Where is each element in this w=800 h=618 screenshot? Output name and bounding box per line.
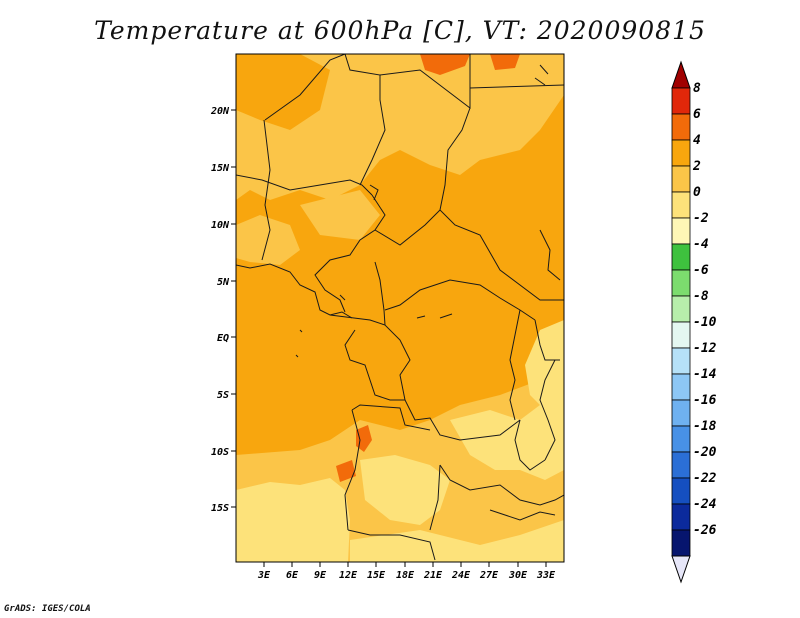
lon-label-15e: 15E [367, 570, 386, 581]
field-0to2-sahel [300, 190, 380, 240]
map-frame [235, 53, 565, 563]
field-4to6-north [420, 54, 470, 75]
colorbar-segment [671, 451, 691, 479]
colorbar-bottom-arrow [671, 555, 691, 584]
colorbar-segment [671, 529, 691, 557]
colorbar-label: -26 [693, 523, 717, 538]
lon-label-12e: 12E [339, 570, 358, 581]
lon-axis [263, 562, 547, 567]
colorbar-segment [671, 165, 691, 193]
colorbar-segment [671, 113, 691, 141]
colorbar-label: -12 [693, 341, 717, 356]
lat-label-5s: 5S [217, 390, 229, 401]
colorbar-label: -4 [693, 237, 709, 252]
lon-label-6e: 6E [286, 570, 299, 581]
colorbar-label: -18 [693, 419, 717, 434]
colorbar-segment [671, 425, 691, 453]
lon-label-27e: 27E [479, 570, 499, 581]
lat-label-15s: 15S [211, 503, 229, 514]
field-4to6-angola-coast [336, 460, 356, 482]
map-title: Temperature at 600hPa [C], VT: 202009081… [94, 16, 706, 45]
lat-label-eq: EQ [217, 333, 229, 344]
colorbar-segment [671, 295, 691, 323]
lon-label-3e: 3E [257, 570, 271, 581]
colorbar-label: -10 [693, 315, 717, 330]
lon-label-18e: 18E [396, 570, 415, 581]
colorbar-top-arrow [671, 60, 691, 89]
lat-label-20n: 20N [210, 106, 230, 117]
lat-label-5n: 5N [217, 277, 230, 288]
colorbar-segment [671, 321, 691, 349]
colorbar-label: 6 [693, 107, 701, 122]
lon-label-21e: 21E [423, 570, 443, 581]
colorbar-label: -22 [693, 471, 717, 486]
colorbar-segment [671, 191, 691, 219]
colorbar-label: -16 [693, 393, 717, 408]
field-m2to0-se [450, 395, 564, 480]
colorbar-label: -6 [693, 263, 709, 278]
lon-label-9e: 9E [314, 570, 327, 581]
colorbar-segment [671, 87, 691, 115]
colorbar: 8 6 4 2 0 -2 -4 -6 -8 -10 -12 -14 -16 -18 -20 -22 -24 -26 [671, 60, 717, 584]
colorbar-segment [671, 373, 691, 401]
colorbar-segment [671, 503, 691, 531]
field-m2to0-central-s [360, 455, 450, 525]
temperature-field [236, 54, 564, 562]
lat-label-15n: 15N [211, 163, 230, 174]
field-4to6-ne [490, 54, 520, 70]
colorbar-label: -2 [693, 211, 709, 226]
colorbar-label: -14 [693, 367, 717, 382]
colorbar-segment [671, 217, 691, 245]
colorbar-label: -24 [693, 497, 717, 512]
field-0to2-west [236, 215, 300, 265]
lon-label-30e: 30E [508, 570, 528, 581]
lon-label-24e: 24E [451, 570, 471, 581]
field-4to6-angola [356, 425, 372, 452]
colorbar-segment [671, 269, 691, 297]
country-borders [236, 54, 564, 561]
colorbar-label: 2 [692, 159, 701, 174]
colorbar-label: 0 [693, 185, 701, 200]
field-2to4-north-patch [236, 54, 330, 130]
colorbar-segment [671, 243, 691, 271]
colorbar-label: 4 [693, 133, 701, 148]
colorbar-segment [671, 347, 691, 375]
lat-axis [231, 109, 236, 508]
colorbar-segment [671, 477, 691, 505]
lat-label-10s: 10S [211, 447, 229, 458]
lat-label-10n: 10N [211, 220, 230, 231]
colorbar-segment [671, 139, 691, 167]
field-m2to0-s-strip [350, 520, 564, 562]
lon-label-33e: 33E [536, 570, 556, 581]
colorbar-label: -20 [693, 445, 717, 460]
colorbar-label: -8 [693, 289, 709, 304]
colorbar-segment [671, 399, 691, 427]
field-m2to0-sw [236, 478, 350, 562]
colorbar-label: 8 [693, 81, 701, 96]
field-m2to0-e [525, 320, 564, 410]
grads-credit: GrADS: IGES/COLA [4, 604, 91, 614]
